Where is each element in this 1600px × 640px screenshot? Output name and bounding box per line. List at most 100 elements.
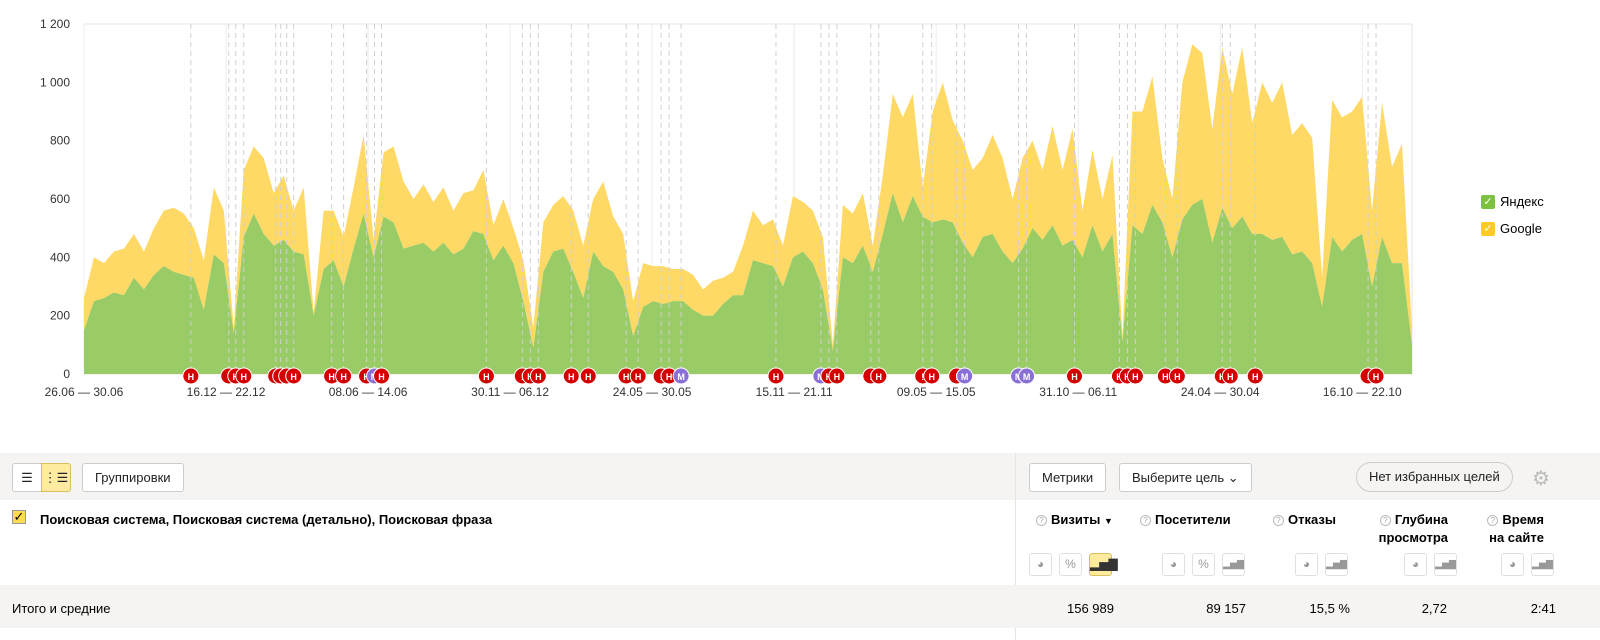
dimensions-header: Поисковая система, Поисковая система (де… xyxy=(40,512,493,527)
annotation-marker xyxy=(767,367,785,385)
bar-chart-icon[interactable]: ▂▅▇ xyxy=(1222,553,1245,576)
annotation-marker xyxy=(1018,367,1036,385)
annotation-marker xyxy=(956,367,974,385)
column-divider xyxy=(1015,453,1016,640)
favorite-goals-button[interactable]: Нет избранных целей xyxy=(1356,462,1513,492)
x-tick-label: 08.06 — 14.06 xyxy=(329,385,408,399)
annotation-marker-label: Н xyxy=(773,372,780,382)
pie-chart-icon[interactable]: ◕ xyxy=(1162,553,1185,576)
annotation-marker xyxy=(1246,367,1264,385)
series-area-google xyxy=(84,44,1412,351)
total-visitors: 89 157 xyxy=(1206,601,1246,616)
pie-chart-icon[interactable]: ◕ xyxy=(1404,553,1427,576)
annotation-marker-label: Н xyxy=(535,372,542,382)
annotation-marker xyxy=(335,367,353,385)
annotation-marker-label: Н xyxy=(1162,372,1169,382)
annotation-marker xyxy=(182,367,200,385)
pie-chart-icon[interactable]: ◕ xyxy=(1295,553,1318,576)
chevron-down-icon: ⌄ xyxy=(1227,470,1239,485)
x-tick-label: 30.11 — 06.12 xyxy=(471,385,549,399)
annotation-marker xyxy=(870,367,888,385)
annotation-marker-label: М xyxy=(677,372,685,382)
annotation-marker xyxy=(579,367,597,385)
annotation-marker xyxy=(1126,367,1144,385)
annotation-marker-label: Н xyxy=(188,372,195,382)
annotation-marker xyxy=(923,367,941,385)
bar-chart-icon[interactable]: ▂▅▇ xyxy=(1325,553,1348,576)
percent-icon[interactable]: % xyxy=(1059,553,1082,576)
annotation-marker-label: Н xyxy=(241,372,248,382)
column-header-bounces[interactable]: ? Отказы xyxy=(1273,511,1336,529)
help-icon[interactable]: ? xyxy=(1273,515,1284,526)
y-tick-label: 1 000 xyxy=(40,75,70,89)
percent-icon[interactable]: % xyxy=(1192,553,1215,576)
bar-chart-icon[interactable]: ▂▅▇ xyxy=(1089,553,1118,576)
annotation-marker xyxy=(285,367,303,385)
column-header-visits[interactable]: ? Визиты ▼ xyxy=(1036,511,1113,530)
annotation-marker-label: Н xyxy=(1227,372,1234,382)
y-tick-label: 400 xyxy=(50,250,70,264)
metrics-button[interactable]: Метрики xyxy=(1029,463,1107,492)
pie-chart-icon[interactable]: ◕ xyxy=(1029,553,1052,576)
column-header-depth[interactable]: ? Глубина просмотра xyxy=(1378,512,1448,545)
annotation-marker-label: Н xyxy=(340,372,347,382)
annotation-marker-label: Н xyxy=(483,372,490,382)
totals-label: Итого и средние xyxy=(12,601,111,616)
y-tick-label: 800 xyxy=(50,134,70,148)
legend-item-google[interactable]: ✓ Google xyxy=(1481,215,1544,242)
annotation-marker xyxy=(1367,367,1385,385)
column-header-time[interactable]: ? Время на сайте xyxy=(1487,512,1544,545)
annotation-marker xyxy=(529,367,547,385)
total-visits: 156 989 xyxy=(1067,601,1114,616)
annotation-marker xyxy=(629,367,647,385)
annotation-marker-label: Н xyxy=(290,372,297,382)
help-icon[interactable]: ? xyxy=(1379,515,1391,526)
annotation-marker xyxy=(1221,367,1239,385)
report-toolbar xyxy=(0,453,1600,500)
sort-desc-icon: ▼ xyxy=(1103,516,1113,526)
annotation-marker xyxy=(828,367,846,385)
annotation-marker-label: Н xyxy=(585,372,592,382)
bar-chart-icon[interactable]: ▂▅▇ xyxy=(1531,553,1554,576)
checkbox-checked-icon[interactable]: ✓ xyxy=(1481,221,1495,236)
annotation-marker-label: Н xyxy=(1373,372,1380,382)
annotation-marker-label: Н xyxy=(623,372,630,382)
bar-chart-icon[interactable]: ▂▅▇ xyxy=(1434,553,1457,576)
annotation-marker-label: Н xyxy=(635,372,642,382)
total-time: 2:41 xyxy=(1530,601,1556,616)
groupings-button[interactable]: Группировки xyxy=(82,463,184,492)
total-bounces: 15,5 % xyxy=(1309,601,1350,616)
checkbox-checked-icon[interactable]: ✓ xyxy=(1481,194,1495,209)
help-icon[interactable]: ? xyxy=(1140,515,1151,526)
select-all-checkbox[interactable]: ✓ xyxy=(12,509,26,524)
pie-chart-icon[interactable]: ◕ xyxy=(1501,553,1524,576)
annotation-marker xyxy=(235,367,253,385)
annotation-marker xyxy=(562,367,580,385)
annotation-marker-label: Н xyxy=(328,372,335,382)
y-tick-label: 1 200 xyxy=(40,17,70,31)
x-tick-label: 16.10 — 22.10 xyxy=(1323,385,1402,399)
help-icon[interactable]: ? xyxy=(1036,515,1047,526)
gear-icon[interactable]: ⚙ xyxy=(1532,468,1550,490)
help-icon[interactable]: ? xyxy=(1487,515,1499,526)
list-view-button[interactable]: ☰ xyxy=(12,463,42,492)
x-tick-label: 15.11 — 21.11 xyxy=(756,385,833,399)
annotation-marker xyxy=(1168,367,1186,385)
annotation-marker-label: Н xyxy=(1132,372,1139,382)
annotation-marker-label: Н xyxy=(834,372,841,382)
annotation-marker-label: Н xyxy=(568,372,575,382)
tree-view-button[interactable]: ⋮☰ xyxy=(41,463,71,492)
annotation-marker-label: ! xyxy=(921,372,924,382)
total-depth: 2,72 xyxy=(1421,601,1447,616)
annotation-marker-label: Н xyxy=(928,372,935,382)
x-tick-label: 24.05 — 30.05 xyxy=(613,385,692,399)
legend-item-yandex[interactable]: ✓ Яндекс xyxy=(1481,188,1544,215)
annotation-marker xyxy=(373,367,391,385)
goal-select-label: Выберите цель xyxy=(1132,470,1225,485)
y-tick-label: 600 xyxy=(50,192,70,206)
annotation-marker-label: Н xyxy=(1252,372,1259,382)
goal-select[interactable]: Выберите цель ⌄ xyxy=(1119,463,1252,492)
annotation-marker-label: Н xyxy=(876,372,883,382)
x-tick-label: 16.12 — 22.12 xyxy=(187,385,266,399)
column-header-visitors[interactable]: ? Посетители xyxy=(1140,511,1231,529)
